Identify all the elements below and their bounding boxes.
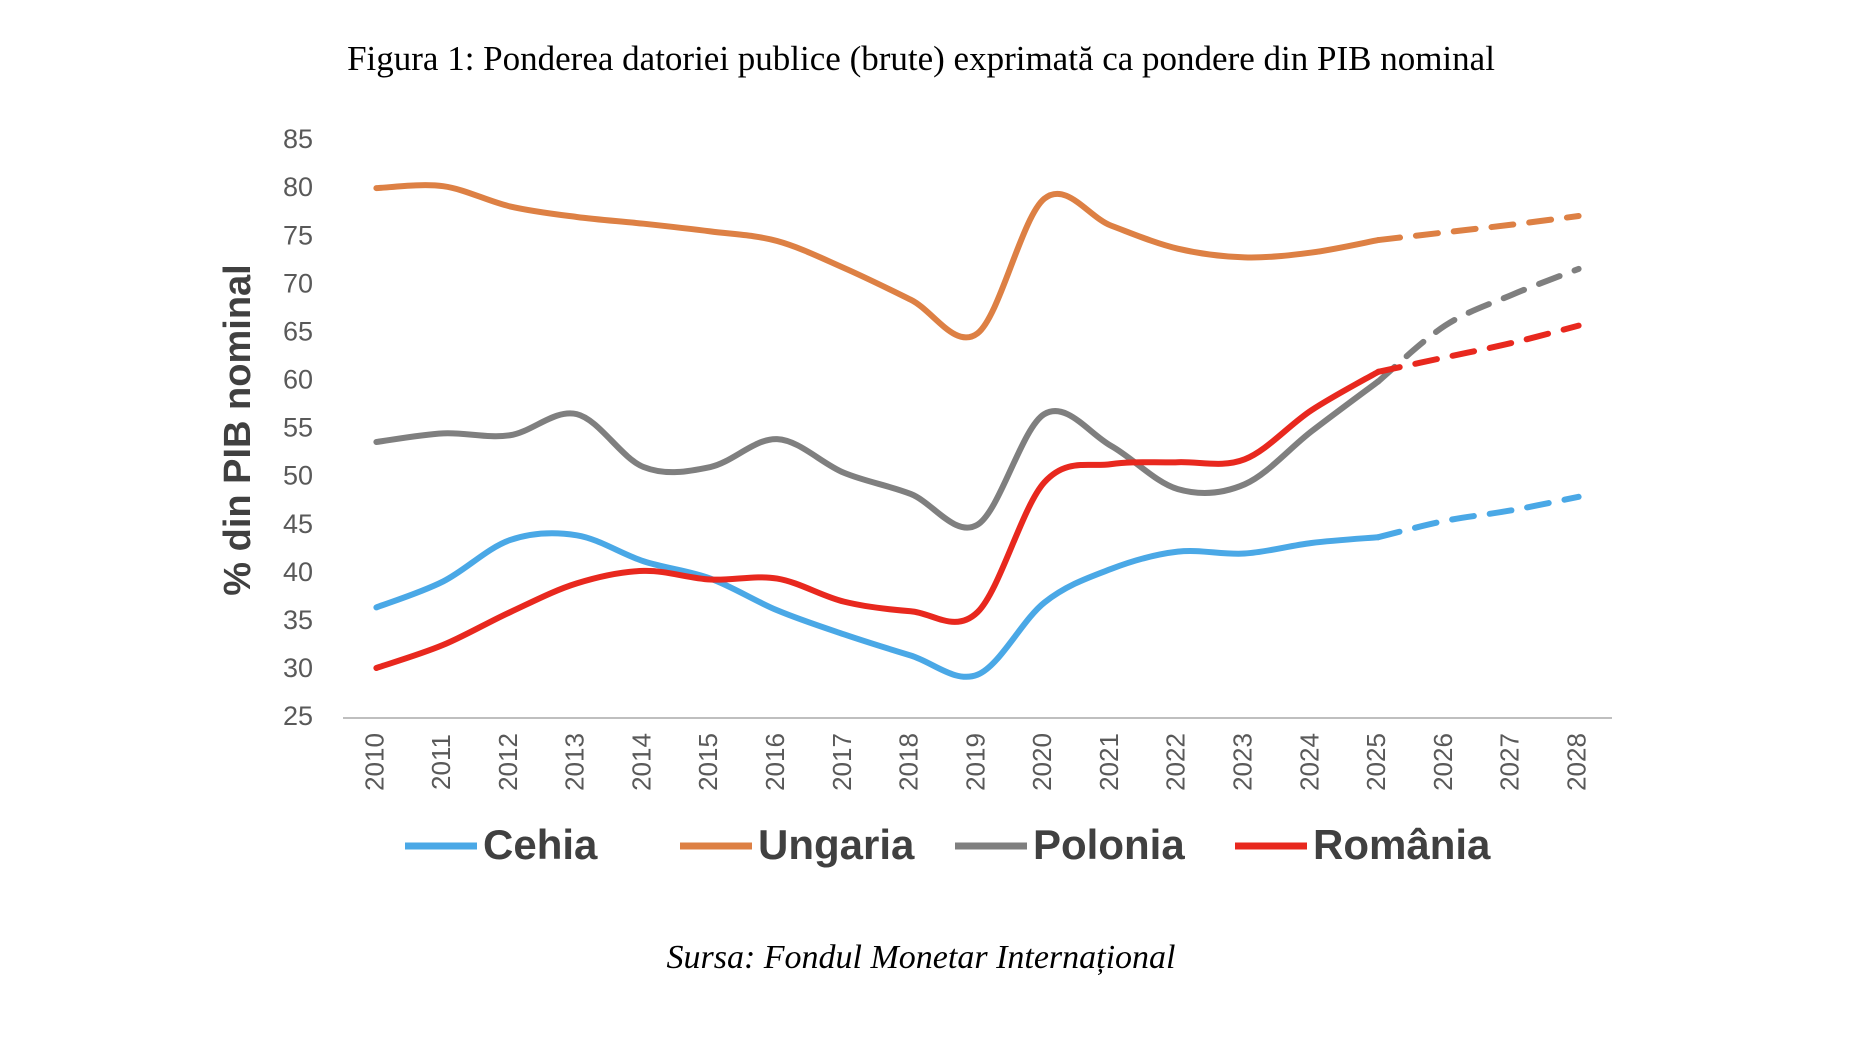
y-tick-label: 85 [283, 124, 313, 154]
y-tick-label: 50 [283, 461, 313, 491]
x-tick-label: 2016 [760, 733, 790, 791]
source-note: Sursa: Fondul Monetar Internațional [666, 939, 1175, 976]
x-tick-label: 2011 [426, 734, 456, 790]
legend-label: Ungaria [758, 821, 915, 868]
x-tick-label: 2022 [1161, 733, 1191, 791]
series-line-forecast [1375, 322, 1582, 375]
x-tick-label: 2024 [1294, 733, 1324, 791]
x-tick-label: 2018 [894, 733, 924, 791]
y-tick-label: 75 [283, 220, 313, 250]
x-tick-label: 2019 [960, 733, 990, 791]
x-tick-label: 2023 [1228, 733, 1258, 791]
x-tick-label: 2015 [693, 733, 723, 791]
x-tick-label: 2013 [560, 733, 590, 791]
y-tick-label: 60 [283, 365, 313, 395]
series-line-forecast [1375, 213, 1582, 244]
y-tick-label: 40 [283, 557, 313, 587]
x-tick-label: 2021 [1094, 733, 1124, 791]
series-line [373, 378, 1382, 531]
x-tick-label: 2020 [1027, 733, 1057, 791]
y-tick-label: 45 [283, 509, 313, 539]
y-tick-label: 25 [283, 701, 313, 731]
x-tick-label: 2027 [1495, 733, 1525, 791]
x-tick-label: 2014 [626, 733, 656, 791]
chart-title: Figura 1: Ponderea datoriei publice (bru… [347, 39, 1495, 78]
series-line [373, 182, 1382, 341]
y-tick-label: 80 [283, 172, 313, 202]
legend-label: Polonia [1033, 821, 1185, 868]
y-tick-label: 35 [283, 605, 313, 635]
series-line-forecast [1375, 493, 1582, 541]
y-axis-label: % din PIB nominal [217, 264, 259, 595]
x-tick-label: 2010 [359, 733, 389, 791]
y-tick-label: 30 [283, 653, 313, 683]
y-tick-label: 70 [283, 268, 313, 298]
x-tick-label: 2025 [1361, 733, 1391, 791]
series-line-forecast [1375, 265, 1582, 385]
series-line [373, 530, 1382, 680]
y-tick-label: 65 [283, 316, 313, 346]
series-line [373, 368, 1382, 671]
x-tick-label: 2026 [1428, 733, 1458, 791]
x-tick-label: 2012 [493, 733, 523, 791]
x-tick-label: 2028 [1561, 733, 1591, 791]
legend-label: România [1313, 821, 1491, 868]
x-tick-label: 2017 [827, 733, 857, 791]
y-tick-label: 55 [283, 413, 313, 443]
legend-label: Cehia [483, 821, 598, 868]
